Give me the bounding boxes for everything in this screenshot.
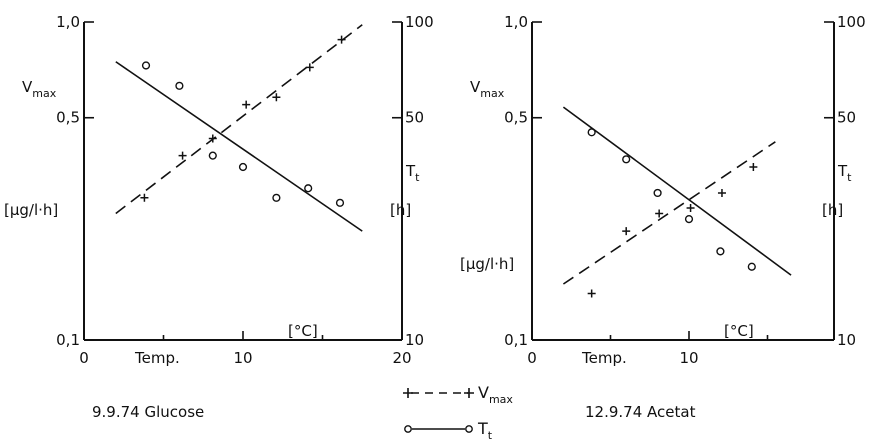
data-point-tt: [716, 247, 725, 256]
data-point-tt: [272, 193, 281, 202]
data-point-vmax: [242, 100, 251, 109]
data-point-tt: [684, 214, 694, 224]
data-point-vmax: [622, 227, 631, 236]
fit-line-tt: [115, 61, 363, 232]
panel-caption: 9.9.74 Glucose: [92, 403, 204, 421]
x-axis-unit: [°C]: [724, 322, 754, 340]
y-left-tick-label: 1,0: [56, 13, 80, 31]
data-point-tt: [335, 198, 345, 207]
y-right-tick-label: 10: [405, 331, 424, 349]
fit-line-tt: [562, 106, 792, 276]
data-point-vmax: [686, 204, 695, 213]
data-point-vmax: [587, 289, 596, 298]
y-right-tick-label: 10: [837, 331, 856, 349]
legend-item-tt: Tt: [404, 419, 493, 442]
data-point-vmax: [208, 134, 217, 143]
data-point-vmax: [140, 193, 149, 202]
x-tick-label: 20: [392, 349, 411, 367]
data-point-vmax: [717, 188, 726, 197]
y-left-label: Vmax: [470, 78, 505, 100]
data-point-vmax: [178, 151, 187, 160]
legend-label-tt: Tt: [477, 419, 493, 442]
y-left-tick-label: 0,5: [504, 109, 528, 127]
data-point-tt: [747, 262, 756, 271]
legend-marker-circle: [404, 425, 412, 433]
x-tick-label: 10: [233, 349, 252, 367]
y-right-unit: [h]: [822, 201, 843, 219]
y-right-tick-label: 100: [837, 13, 866, 31]
data-point-vmax: [655, 209, 664, 218]
data-point-tt: [238, 162, 248, 172]
fit-line-vmax: [562, 141, 776, 285]
y-left-tick-label: 0,1: [504, 331, 528, 349]
y-left-unit: [μg/l·h]: [460, 255, 514, 273]
data-point-tt: [141, 61, 151, 70]
y-right-tick-label: 50: [405, 109, 424, 127]
y-right-unit: [h]: [390, 201, 411, 219]
y-right-label: Tt: [837, 162, 852, 184]
x-tick-label: 0: [79, 349, 89, 367]
data-point-tt: [304, 184, 313, 193]
y-right-label: Tt: [405, 162, 420, 184]
y-right-tick-label: 50: [837, 109, 856, 127]
legend-label-vmax: Vmax: [478, 383, 513, 406]
data-point-tt: [175, 81, 184, 90]
chart-panel-acetat: 0,1 0,5 1,0 10 50 100 0 10 Vmax [μg/l·h] Tt [h] Temp…: [460, 13, 866, 421]
data-point-tt: [622, 155, 631, 164]
x-tick-label: 0: [527, 349, 537, 367]
data-point-vmax: [749, 162, 758, 171]
panel-caption: 12.9.74 Acetat: [585, 403, 696, 421]
legend: Vmax Tt: [403, 383, 513, 442]
x-axis-word: Temp.: [134, 349, 180, 367]
legend-item-vmax: Vmax: [403, 383, 513, 406]
x-axis-unit: [°C]: [288, 322, 318, 340]
y-left-tick-label: 0,5: [56, 109, 80, 127]
y-left-label: Vmax: [22, 78, 57, 100]
legend-marker-plus: [403, 388, 413, 398]
y-left-tick-label: 0,1: [56, 331, 80, 349]
data-point-tt: [208, 151, 217, 160]
data-point-vmax: [305, 63, 314, 72]
y-left-unit: [μg/l·h]: [4, 201, 58, 219]
x-axis-word: Temp.: [581, 349, 627, 367]
data-point-tt: [653, 188, 662, 198]
data-point-tt: [587, 128, 596, 137]
data-point-vmax: [272, 93, 281, 102]
data-point-vmax: [337, 35, 346, 44]
x-tick-label: 10: [679, 349, 698, 367]
fit-line-vmax: [115, 24, 363, 215]
legend-marker-plus: [464, 388, 474, 398]
y-right-tick-label: 100: [405, 13, 434, 31]
y-left-tick-label: 1,0: [504, 13, 528, 31]
legend-marker-circle: [465, 425, 473, 433]
